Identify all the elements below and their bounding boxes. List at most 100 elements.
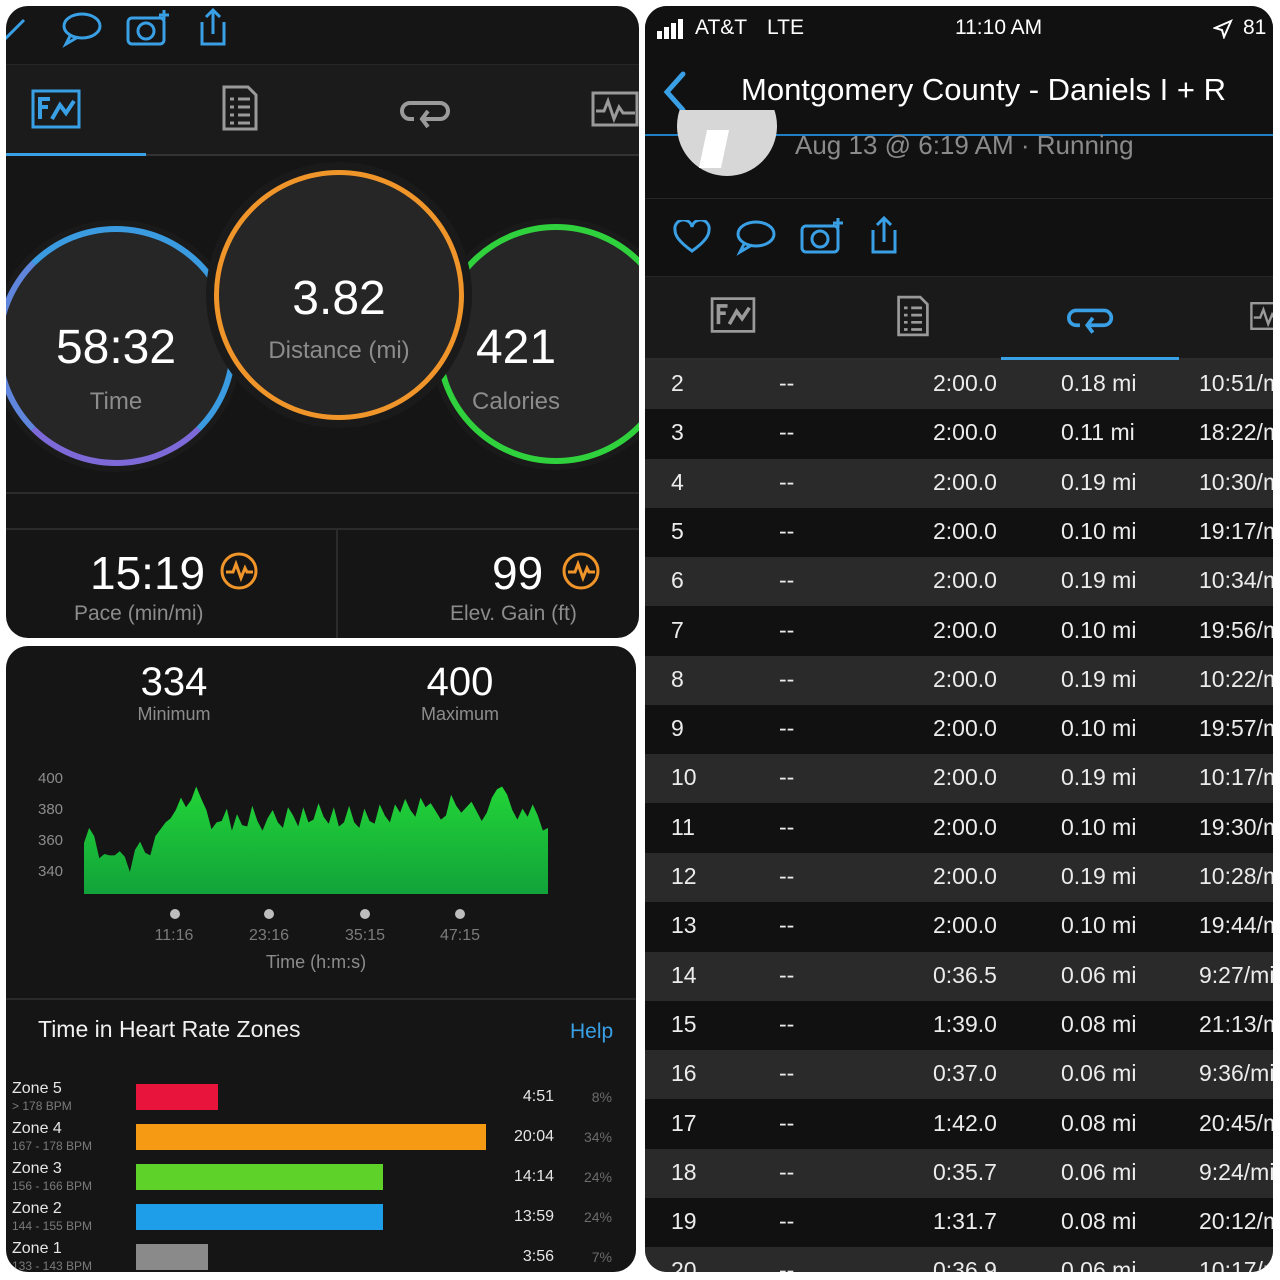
zone-range: 167 - 178 BPM [12, 1139, 93, 1153]
lap-row[interactable]: 9 -- 2:00.0 0.10 mi 19:57/mi [645, 705, 1273, 755]
lap-row[interactable]: 19 -- 1:31.7 0.08 mi 20:12/mi [645, 1198, 1273, 1248]
calories-ring: 421 Calories [436, 224, 639, 464]
lap-pace: 9:36/mi [1199, 1060, 1273, 1087]
share-icon[interactable] [194, 8, 232, 48]
lap-row[interactable]: 11 -- 2:00.0 0.10 mi 19:30/mi [645, 803, 1273, 853]
header-divider [645, 198, 1273, 199]
battery-label: 81 [1243, 16, 1267, 39]
pace-value: 15:19 [90, 547, 206, 599]
distance-value: 3.82 [292, 272, 386, 325]
zone-time: 20:04 [513, 1128, 554, 1145]
lap-number: 19 [671, 1208, 697, 1235]
heart-rate-area-chart [84, 786, 548, 894]
lap-number: 4 [671, 468, 684, 495]
active-tab-indicator [6, 153, 146, 156]
distance-ring: 3.82 Distance (mi) [214, 170, 464, 420]
avatar[interactable] [677, 110, 777, 176]
lap-row[interactable]: 16 -- 0:37.0 0.06 mi 9:36/mi [645, 1050, 1273, 1100]
x-tick-label: 11:16 [154, 927, 194, 944]
lap-time: 0:37.0 [933, 1060, 997, 1087]
maximum-value: 400 [426, 660, 494, 704]
lap-number: 18 [671, 1158, 697, 1185]
comment-icon[interactable] [60, 10, 104, 48]
lap-row[interactable]: 7 -- 2:00.0 0.10 mi 19:56/mi [645, 606, 1273, 656]
lap-row[interactable]: 2 -- 2:00.0 0.18 mi 10:51/mi [645, 360, 1273, 409]
lap-dash: -- [779, 616, 795, 643]
pace-info-icon[interactable] [218, 550, 260, 592]
lap-row[interactable]: 14 -- 0:36.5 0.06 mi 9:27/mi [645, 951, 1273, 1001]
lap-row[interactable]: 4 -- 2:00.0 0.19 mi 10:30/mi [645, 458, 1273, 508]
charts-tab-icon[interactable] [1249, 299, 1273, 333]
stats-tab-icon[interactable] [709, 295, 757, 335]
lap-number: 8 [671, 665, 684, 692]
lap-distance: 0.06 mi [1061, 961, 1137, 988]
lap-row[interactable]: 15 -- 1:39.0 0.08 mi 21:13/mi [645, 1000, 1273, 1050]
activity-tab-bar [6, 64, 639, 156]
lap-pace: 10:17/mi [1199, 764, 1273, 791]
lap-pace: 10:17/mi [1199, 1257, 1273, 1272]
elev-info-icon[interactable] [560, 550, 602, 592]
lap-row[interactable]: 12 -- 2:00.0 0.19 mi 10:28/mi [645, 853, 1273, 902]
back-chevron-icon[interactable] [661, 70, 689, 114]
lap-row[interactable]: 6 -- 2:00.0 0.19 mi 10:34/mi [645, 557, 1273, 607]
lap-time: 2:00.0 [933, 863, 997, 889]
lap-number: 12 [671, 863, 697, 889]
zone-range: > 178 BPM [12, 1099, 72, 1113]
lap-distance: 0.19 mi [1061, 863, 1137, 889]
x-axis-label: Time (h:m:s) [265, 952, 367, 972]
lap-number: 20 [671, 1257, 697, 1272]
lap-time: 2:00.0 [933, 912, 997, 939]
details-tab-icon[interactable] [220, 83, 260, 133]
zone-percent: 7% [591, 1249, 612, 1265]
lap-pace: 19:30/mi [1199, 813, 1273, 840]
lap-time: 1:39.0 [933, 1010, 997, 1037]
lap-dash: -- [779, 1060, 795, 1087]
minimum-value: 334 [140, 660, 208, 704]
comment-icon[interactable] [735, 218, 777, 256]
laps-tab-icon[interactable] [1067, 297, 1115, 335]
lap-time: 0:36.5 [933, 961, 997, 988]
zone-percent: 8% [591, 1089, 612, 1105]
lap-number: 9 [671, 715, 684, 742]
time-value: 58:32 [55, 321, 177, 374]
status-bar: AT&T LTE 11:10 AM 81 [645, 6, 1273, 52]
x-tick-marker [455, 909, 465, 919]
lap-row[interactable]: 5 -- 2:00.0 0.10 mi 19:17/mi [645, 507, 1273, 557]
like-icon[interactable] [673, 220, 711, 254]
lap-row[interactable]: 10 -- 2:00.0 0.19 mi 10:17/mi [645, 754, 1273, 804]
lap-row[interactable]: 17 -- 1:42.0 0.08 mi 20:45/mi [645, 1099, 1273, 1149]
lap-time: 2:00.0 [933, 517, 997, 544]
lap-dash: -- [779, 468, 795, 495]
zone-bar [136, 1204, 383, 1230]
details-tab-icon[interactable] [895, 293, 931, 339]
camera-icon[interactable] [799, 216, 845, 256]
lap-dash: -- [779, 715, 795, 742]
lap-number: 11 [671, 813, 695, 840]
x-tick-label: 47:15 [439, 927, 481, 944]
help-link[interactable]: Help [570, 1020, 614, 1043]
lap-row[interactable]: 3 -- 2:00.0 0.11 mi 18:22/mi [645, 409, 1273, 459]
stats-tab-icon[interactable] [30, 87, 82, 131]
lap-dash: -- [779, 961, 795, 988]
lap-number: 3 [671, 419, 684, 446]
lap-row[interactable]: 13 -- 2:00.0 0.10 mi 19:44/mi [645, 902, 1273, 952]
edit-icon[interactable] [6, 12, 32, 46]
lap-dash: -- [779, 764, 795, 791]
clock: 11:10 AM [955, 16, 1043, 39]
laps-tab-icon[interactable] [400, 89, 452, 129]
lap-dash: -- [779, 419, 795, 446]
lap-distance: 0.10 mi [1061, 517, 1137, 544]
lap-dash: -- [779, 567, 795, 594]
share-icon[interactable] [867, 216, 901, 256]
lap-row[interactable]: 18 -- 0:35.7 0.06 mi 9:24/mi [645, 1148, 1273, 1198]
lap-time: 2:00.0 [933, 665, 997, 692]
lap-distance: 0.11 mi [1061, 419, 1135, 446]
lap-time: 1:42.0 [933, 1109, 997, 1136]
lap-row[interactable]: 8 -- 2:00.0 0.19 mi 10:22/mi [645, 655, 1273, 705]
calories-label: Calories [471, 388, 561, 415]
charts-tab-icon[interactable] [590, 89, 639, 129]
lap-distance: 0.10 mi [1061, 616, 1137, 643]
lap-row[interactable]: 20 -- 0:36.9 0.06 mi 10:17/mi [645, 1247, 1273, 1272]
distance-label: Distance (mi) [268, 337, 410, 364]
camera-icon[interactable] [124, 8, 172, 48]
